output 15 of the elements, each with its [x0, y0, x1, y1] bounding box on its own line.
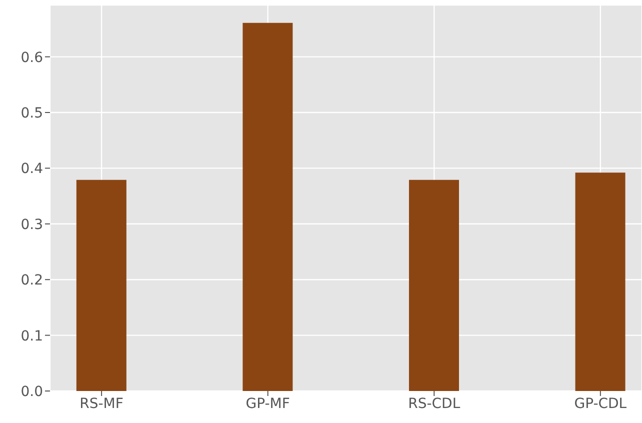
y-tick-label: 0.6: [20, 50, 44, 66]
x-tick-label: RS-MF: [80, 396, 124, 412]
x-tick-label: GP-MF: [246, 396, 290, 412]
x-tick-label: GP-CDL: [574, 396, 627, 412]
bar: [408, 180, 459, 391]
bar: [575, 172, 626, 391]
y-tick-label: 0.0: [20, 384, 43, 400]
bar: [76, 180, 126, 391]
y-tick-label: 0.4: [20, 161, 44, 178]
y-tick-label: 0.3: [20, 216, 43, 233]
y-tick-label: 0.1: [20, 328, 43, 344]
y-tick-label: 0.5: [20, 105, 43, 122]
y-tick-label: 0.2: [20, 272, 43, 289]
bar: [242, 22, 293, 391]
x-tick-label: RS-CDL: [408, 396, 460, 412]
